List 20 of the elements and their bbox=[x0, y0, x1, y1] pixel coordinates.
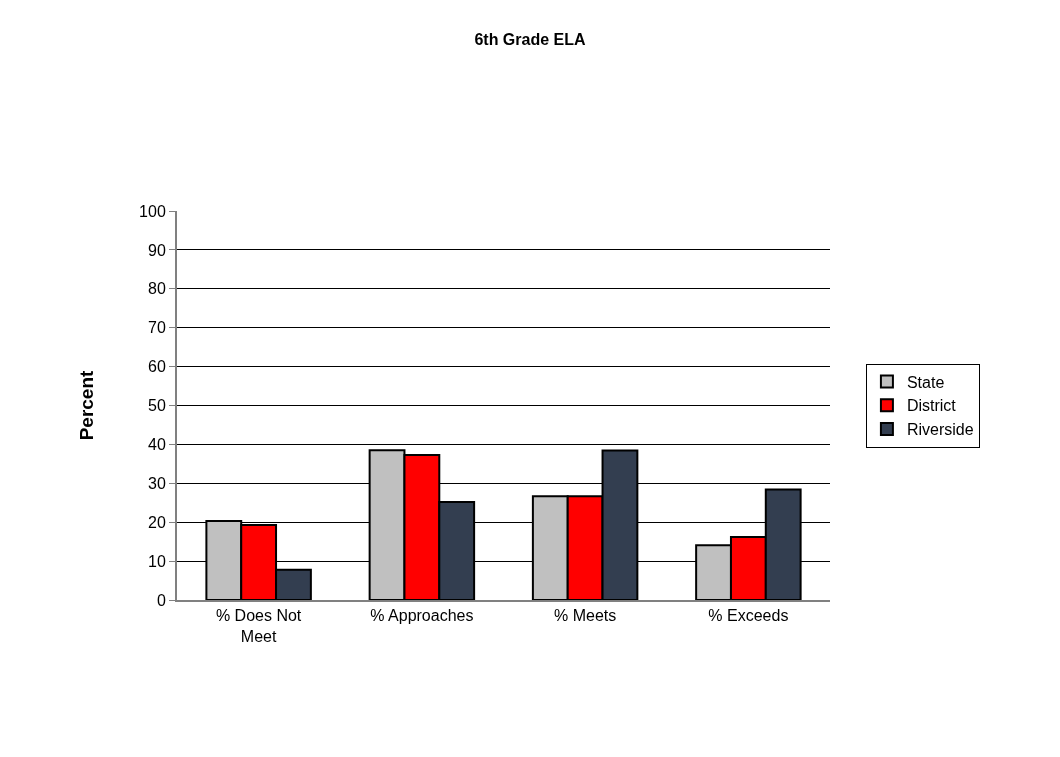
y-tick-label: 40 bbox=[148, 436, 166, 453]
y-axis-title: Percent bbox=[76, 369, 98, 441]
legend-label: District bbox=[906, 397, 957, 415]
chart-title: 6th Grade ELA bbox=[474, 31, 587, 49]
y-tick-label: 10 bbox=[148, 552, 166, 570]
y-tick-label: 30 bbox=[148, 474, 166, 492]
x-tick-label: % Exceeds bbox=[708, 607, 789, 625]
y-tick-label: 60 bbox=[148, 358, 166, 376]
y-tick-label: 20 bbox=[148, 513, 166, 531]
legend-label: Riverside bbox=[906, 421, 974, 439]
legend-label: State bbox=[906, 373, 945, 391]
y-tick-label: 70 bbox=[148, 319, 166, 337]
y-tick-label: 0 bbox=[156, 591, 166, 609]
x-tick-label: % Does Not Meet bbox=[215, 607, 302, 645]
y-tick-label: 100 bbox=[139, 202, 166, 220]
x-tick-label: % Approaches bbox=[370, 607, 474, 625]
x-tick-label: % Meets bbox=[554, 607, 617, 625]
y-tick-label: 90 bbox=[148, 241, 166, 259]
y-tick-label: 80 bbox=[148, 280, 166, 298]
y-tick-label: 50 bbox=[148, 397, 166, 415]
